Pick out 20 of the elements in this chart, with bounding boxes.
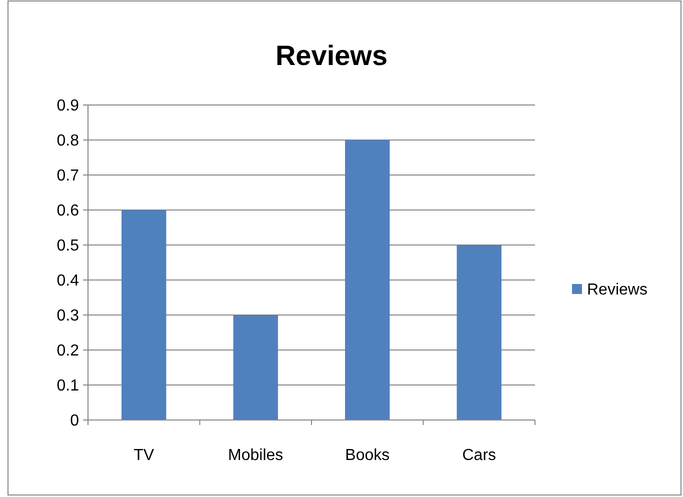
y-tick-label: 0.2 bbox=[56, 342, 80, 360]
x-tick-label: Mobiles bbox=[228, 447, 284, 464]
y-tick-label: 0.1 bbox=[56, 378, 80, 395]
y-tick-label: 0.6 bbox=[56, 202, 80, 220]
y-tick-label: 0.4 bbox=[56, 272, 80, 290]
y-tick-label: 0.8 bbox=[56, 132, 80, 150]
x-tick-label: Books bbox=[345, 447, 390, 464]
x-tick-label: TV bbox=[134, 447, 154, 464]
y-tick-label: 0 bbox=[70, 412, 80, 430]
y-tick-label: 0.3 bbox=[56, 308, 80, 325]
y-tick-label: 0.7 bbox=[56, 168, 80, 185]
y-tick-label: 0.9 bbox=[56, 98, 80, 115]
x-tick-label: Cars bbox=[462, 447, 496, 464]
y-tick-label: 0.5 bbox=[56, 238, 80, 255]
bar bbox=[233, 315, 278, 420]
bar bbox=[456, 245, 502, 420]
chart-title: Reviews bbox=[275, 40, 388, 71]
legend-label: Reviews bbox=[587, 282, 648, 299]
bar bbox=[122, 210, 166, 420]
bar bbox=[345, 140, 390, 420]
